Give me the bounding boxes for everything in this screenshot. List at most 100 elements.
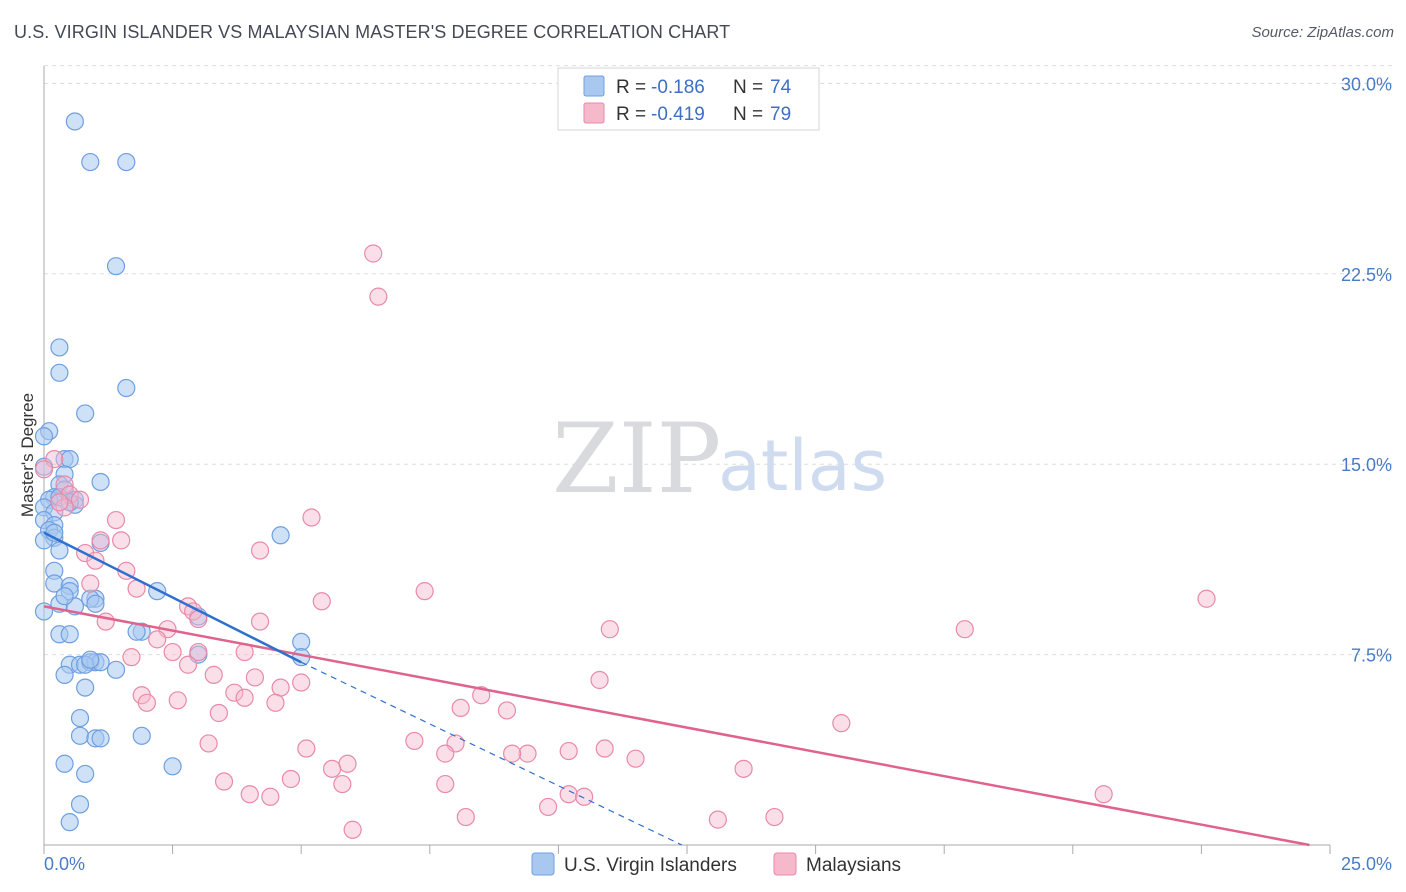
watermark-atlas: atlas — [718, 425, 887, 507]
point-malaysians-67 — [333, 774, 352, 794]
trendline-virgin-islanders-extension — [300, 661, 683, 846]
legend-n-value-pink: 79 — [770, 104, 791, 125]
point-malaysians-33 — [122, 648, 141, 667]
point-malaysians-56 — [595, 739, 614, 758]
point-virgin-islanders-44 — [60, 625, 79, 644]
point-malaysians-58 — [518, 744, 537, 763]
point-virgin-islanders-73 — [55, 587, 74, 606]
point-malaysians-51 — [199, 734, 218, 753]
bottom-legend: U.S. Virgin Islanders Malaysians — [531, 852, 901, 876]
point-malaysians-38 — [292, 673, 311, 692]
point-malaysians-29 — [148, 630, 167, 649]
point-malaysians-70 — [559, 785, 578, 804]
point-virgin-islanders-63 — [55, 754, 74, 773]
bottom-legend-swatch-pink — [773, 852, 797, 876]
point-virgin-islanders-3 — [106, 257, 126, 276]
point-virgin-islanders-66 — [70, 795, 90, 814]
point-malaysians-18 — [415, 582, 434, 601]
point-malaysians-10 — [112, 531, 131, 550]
point-virgin-islanders-1 — [81, 152, 100, 172]
point-malaysians-68 — [240, 785, 259, 804]
point-virgin-islanders-65 — [76, 764, 95, 784]
point-malaysians-6 — [50, 493, 69, 512]
point-virgin-islanders-59 — [70, 726, 90, 745]
point-malaysians-50 — [832, 714, 851, 733]
point-malaysians-12 — [250, 541, 270, 560]
point-virgin-islanders-7 — [76, 404, 95, 423]
point-malaysians-8 — [106, 510, 126, 530]
point-malaysians-28 — [955, 620, 974, 639]
y-tick-label-2: 22.5% — [1341, 265, 1392, 285]
point-malaysians-64 — [214, 772, 234, 791]
point-virgin-islanders-11 — [60, 450, 79, 469]
point-virgin-islanders-29 — [271, 526, 290, 545]
legend-r-value-blue: -0.186 — [651, 77, 705, 98]
point-malaysians-78 — [34, 460, 54, 479]
point-malaysians-63 — [734, 759, 753, 778]
point-malaysians-48 — [497, 701, 517, 720]
point-virgin-islanders-2 — [117, 152, 136, 172]
chart-source: Source: ZipAtlas.com — [1251, 24, 1394, 41]
axes — [43, 66, 1331, 854]
tick-labels: 7.5% 15.0% 22.5% 30.0% 0.0% 25.0% — [44, 74, 1392, 874]
point-malaysians-19 — [1197, 589, 1216, 608]
point-malaysians-26 — [250, 612, 270, 631]
point-virgin-islanders-5 — [50, 363, 69, 382]
point-virgin-islanders-56 — [55, 665, 74, 685]
point-malaysians-46 — [266, 693, 285, 712]
point-malaysians-69 — [261, 787, 280, 806]
point-malaysians-55 — [436, 744, 455, 763]
point-malaysians-45 — [168, 691, 187, 710]
gridlines — [44, 65, 1392, 656]
point-virgin-islanders-40 — [86, 594, 105, 613]
point-malaysians-39 — [271, 678, 290, 697]
y-tick-label-3: 30.0% — [1341, 74, 1392, 94]
point-malaysians-47 — [451, 698, 470, 718]
point-malaysians-52 — [405, 731, 424, 751]
legend-swatch-blue — [583, 75, 605, 97]
point-malaysians-76 — [765, 807, 784, 827]
point-malaysians-60 — [626, 749, 645, 768]
legend-box: R = -0.186 N = 74 R = -0.419 N = 79 — [557, 67, 820, 131]
point-malaysians-37 — [590, 670, 609, 690]
trendline-malaysians — [43, 605, 1310, 847]
point-virgin-islanders-67 — [60, 813, 79, 832]
bottom-legend-swatch-blue — [531, 852, 555, 876]
trendline-virgin-islanders — [43, 531, 302, 664]
x-tick-label-1: 25.0% — [1341, 854, 1392, 874]
legend-r-value-pink: -0.419 — [651, 104, 705, 125]
series-malaysians — [34, 244, 1216, 839]
point-malaysians-62 — [322, 759, 342, 778]
point-malaysians-34 — [178, 655, 198, 674]
point-malaysians-20 — [312, 592, 331, 611]
series-virgin-islanders — [34, 112, 311, 832]
point-malaysians-74 — [456, 807, 475, 827]
point-malaysians-7 — [70, 490, 90, 509]
point-virgin-islanders-0 — [65, 112, 84, 131]
point-malaysians-54 — [297, 739, 316, 758]
chart-title: U.S. VIRGIN ISLANDER VS MALAYSIAN MASTER… — [14, 22, 731, 42]
point-malaysians-49 — [209, 703, 228, 723]
point-malaysians-0 — [364, 244, 383, 263]
point-malaysians-41 — [235, 688, 254, 707]
point-malaysians-59 — [503, 744, 522, 763]
point-malaysians-65 — [436, 774, 455, 794]
point-malaysians-27 — [600, 620, 619, 639]
legend-r-label-blue: R = — [616, 77, 646, 98]
point-malaysians-16 — [81, 574, 100, 593]
point-malaysians-1 — [369, 287, 388, 306]
trendlines — [43, 531, 1310, 847]
point-virgin-islanders-6 — [117, 378, 136, 398]
point-malaysians-72 — [1094, 785, 1113, 804]
point-malaysians-71 — [575, 787, 594, 806]
point-malaysians-75 — [708, 810, 727, 829]
point-virgin-islanders-57 — [76, 678, 95, 697]
point-virgin-islanders-71 — [81, 650, 100, 669]
bottom-legend-label-pink: Malaysians — [806, 855, 901, 876]
point-malaysians-9 — [302, 508, 321, 527]
point-malaysians-11 — [91, 531, 110, 550]
point-virgin-islanders-4 — [50, 338, 69, 357]
watermark-zip: ZIP — [552, 403, 721, 515]
point-virgin-islanders-55 — [106, 660, 126, 679]
legend-r-label-pink: R = — [616, 104, 646, 125]
